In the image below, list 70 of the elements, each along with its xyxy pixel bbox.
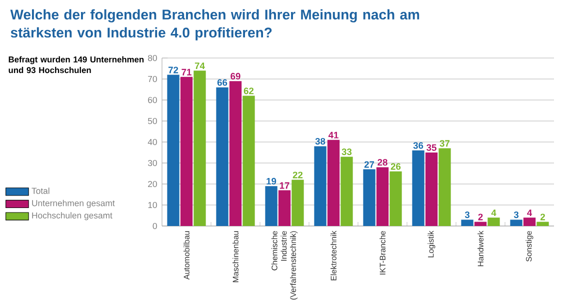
data-label: 2 [540, 214, 545, 220]
data-label: 26 [390, 163, 401, 170]
data-label: 17 [280, 182, 290, 189]
bar [390, 171, 402, 226]
data-label: 33 [342, 148, 352, 156]
y-tick-label: 30 [148, 160, 157, 166]
bar [242, 96, 255, 226]
data-label: 28 [378, 159, 388, 166]
bar [180, 76, 193, 226]
x-tick-label: Logistik [428, 230, 436, 258]
data-label: 3 [514, 211, 519, 218]
y-tick-label: 70 [148, 76, 157, 82]
bar [167, 74, 180, 226]
bar [510, 220, 522, 226]
data-label: 3 [464, 211, 470, 218]
bar [412, 150, 424, 226]
data-label: 27 [364, 161, 374, 168]
data-label: 2 [478, 214, 483, 220]
bar [425, 152, 438, 226]
data-label: 71 [182, 68, 192, 76]
bar [438, 148, 451, 226]
y-tick-label: 80 [148, 54, 157, 62]
x-tick-label: Maschinenbau [232, 231, 238, 282]
y-tick-label: 50 [148, 118, 157, 124]
text: Befragt wurden 149 Unternehmen und 93 Hochschulen [8, 56, 144, 74]
x-tick-label: Elektrotechnik [330, 230, 336, 280]
bar [265, 186, 278, 226]
data-label: 38 [315, 138, 326, 145]
bar [314, 146, 326, 226]
bar [194, 70, 206, 226]
x-tick-label: IKT-Branche [380, 231, 386, 274]
y-tick-label: 60 [148, 96, 157, 104]
bar [488, 218, 500, 226]
data-label: 37 [440, 140, 450, 147]
data-label: 19 [266, 178, 276, 184]
bar [340, 156, 353, 226]
bar [363, 169, 376, 226]
bar [229, 81, 242, 226]
x-tick-label: Sonstige [526, 231, 534, 262]
y-tick-label: 10 [148, 202, 157, 208]
bar [278, 190, 291, 226]
y-tick-label: 40 [148, 138, 157, 146]
data-label: 72 [168, 66, 178, 74]
legend-label: Total [32, 188, 50, 194]
bar [216, 87, 228, 226]
bar [292, 180, 304, 226]
data-label: 4 [527, 210, 532, 216]
chart-title: Welche der folgenden Branchen wird Ihrer Meinung nach am stärksten von Industrie 4.0 profitieren? [10, 9, 420, 40]
bar [536, 222, 549, 226]
data-label: 62 [244, 88, 254, 94]
data-label: 66 [217, 79, 228, 86]
data-label: 41 [328, 132, 338, 138]
y-tick-label: 0 [152, 222, 157, 230]
bar [327, 140, 340, 226]
data-label: 36 [413, 142, 424, 149]
y-tick-label: 20 [148, 180, 157, 188]
bar [523, 218, 536, 226]
data-label: 22 [292, 172, 303, 178]
legend-label: Unternehmen gesamt [32, 200, 115, 208]
bar [474, 222, 487, 226]
x-tick-label: Handwerk [478, 230, 484, 266]
bar [376, 167, 389, 226]
data-label: 69 [230, 72, 240, 80]
x-tick-label: Automobilbau [184, 231, 190, 280]
data-label: 35 [426, 144, 436, 151]
legend-label: Hochschulen gesamt [32, 212, 112, 220]
x-tick-label: Chemische Industrie (Verfahrenstechnik) [271, 231, 298, 300]
bar [461, 220, 474, 226]
data-label: 4 [491, 210, 496, 216]
data-label: 74 [194, 62, 205, 70]
